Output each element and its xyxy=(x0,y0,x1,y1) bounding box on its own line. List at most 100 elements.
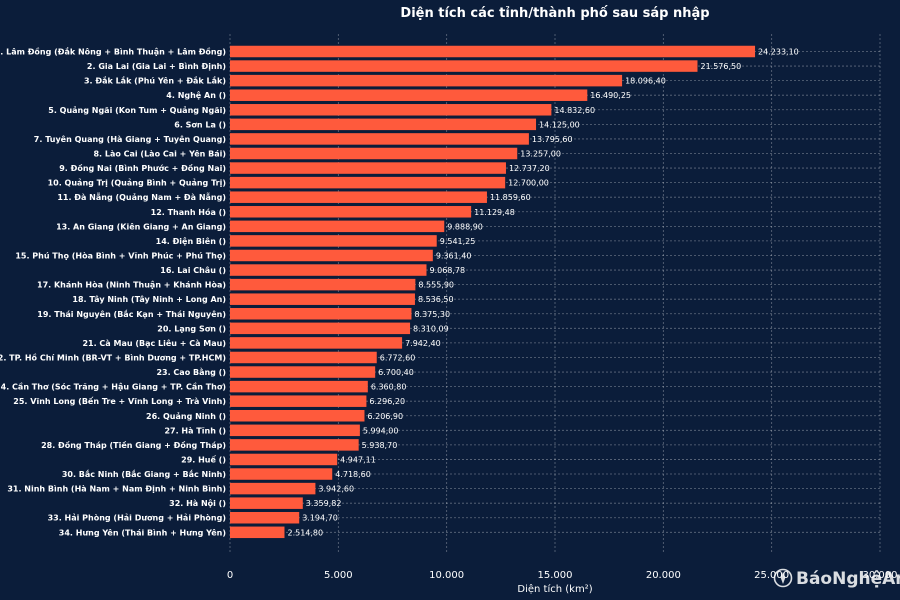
watermark: BáoNghệAn xyxy=(773,568,900,589)
x-tick-label: 5.000 xyxy=(324,570,353,581)
category-label: 2. Gia Lai (Gia Lai + Bình Định) xyxy=(87,62,226,71)
value-label: 13.795,60 xyxy=(532,135,573,144)
category-label: 28. Đồng Tháp (Tiền Giang + Đồng Tháp) xyxy=(41,440,226,450)
category-label: 19. Thái Nguyên (Bắc Kạn + Thái Nguyên) xyxy=(37,309,226,319)
value-label: 8.555,90 xyxy=(418,281,454,290)
category-label: 11. Đà Nẵng (Quảng Nam + Đà Nẵng) xyxy=(57,192,226,202)
value-label: 6.360,80 xyxy=(371,383,407,392)
watermark-text: BáoNghệAn xyxy=(796,569,900,589)
category-label: 26. Quảng Ninh () xyxy=(146,411,226,421)
value-label: 11.129,48 xyxy=(474,208,515,217)
bar xyxy=(230,104,552,116)
category-label: 15. Phú Thọ (Hòa Bình + Vĩnh Phúc + Phú … xyxy=(15,250,226,260)
category-label: 33. Hải Phòng (Hải Dương + Hải Phòng) xyxy=(48,513,226,523)
value-labels: 24.233,10 21.576,50 18.096,40 16.490,25 14.8… xyxy=(287,48,798,538)
x-tick-labels: 0 5.000 10.000 15.000 20.000 25.000 30.000 xyxy=(227,570,898,581)
value-label: 8.536,50 xyxy=(418,295,454,304)
value-label: 18.096,40 xyxy=(625,77,666,86)
value-label: 3.942,60 xyxy=(318,485,354,494)
category-label: 20. Lạng Sơn () xyxy=(157,324,226,333)
category-label: 12. Thanh Hóa () xyxy=(151,207,226,217)
bar xyxy=(230,410,365,422)
bar xyxy=(230,482,316,495)
value-label: 5.938,70 xyxy=(362,441,398,450)
category-label: 23. Cao Bằng () xyxy=(156,367,226,377)
compass-logo-icon xyxy=(773,568,793,588)
value-label: 14.125,00 xyxy=(539,120,580,129)
category-label: 24. Cần Thơ (Sóc Trăng + Hậu Giang + TP.… xyxy=(0,382,226,392)
category-label: 34. Hưng Yên (Thái Bình + Hưng Yên) xyxy=(59,527,226,537)
bar xyxy=(230,439,359,451)
bar xyxy=(230,89,588,101)
bar xyxy=(230,468,333,480)
bar xyxy=(230,308,412,320)
value-label: 16.490,25 xyxy=(590,91,631,100)
value-label: 12.700,00 xyxy=(508,179,549,188)
x-tick-label: 25.000 xyxy=(754,570,789,581)
category-label: 29. Huế () xyxy=(181,454,226,464)
bar xyxy=(230,249,433,262)
category-label: 1. Lâm Đồng (Đắk Nông + Bình Thuận + Lâm… xyxy=(0,47,226,57)
bar xyxy=(230,337,403,349)
category-label: 5. Quảng Ngãi (Kon Tum + Quảng Ngãi) xyxy=(48,105,226,115)
bar xyxy=(230,497,303,509)
value-label: 4.718,60 xyxy=(335,470,371,479)
bar xyxy=(230,511,300,524)
bar xyxy=(230,176,506,189)
bar xyxy=(230,293,415,305)
bar xyxy=(230,453,338,466)
bar xyxy=(230,206,472,218)
bar xyxy=(230,118,537,131)
value-label: 2.514,80 xyxy=(287,528,323,537)
value-label: 12.737,20 xyxy=(509,164,550,173)
bar xyxy=(230,133,529,145)
bar xyxy=(230,380,368,393)
value-label: 24.233,10 xyxy=(758,48,799,57)
category-label: 10. Quảng Trị (Quảng Bình + Quảng Trị) xyxy=(48,178,226,188)
bar xyxy=(230,191,487,203)
value-label: 6.206,90 xyxy=(367,412,403,421)
bar xyxy=(230,162,506,174)
bar xyxy=(230,45,756,58)
value-label: 3.194,70 xyxy=(302,514,338,523)
x-tick-label: 20.000 xyxy=(646,570,681,581)
category-label: 31. Ninh Bình (Hà Nam + Nam Định + Ninh … xyxy=(7,485,226,494)
bar xyxy=(230,235,437,247)
value-label: 7.942,40 xyxy=(405,339,441,348)
category-label: 17. Khánh Hòa (Ninh Thuận + Khánh Hòa) xyxy=(37,280,226,290)
category-label: 8. Lào Cai (Lào Cai + Yên Bái) xyxy=(93,148,226,158)
bar xyxy=(230,60,698,72)
bar xyxy=(230,278,416,291)
value-label: 8.310,09 xyxy=(413,324,449,333)
value-label: 14.832,60 xyxy=(554,106,595,115)
category-label: 22. TP. Hồ Chí Minh (BR-VT + Bình Dương … xyxy=(0,352,226,362)
bar xyxy=(230,526,285,539)
value-label: 8.375,30 xyxy=(414,310,450,319)
category-label: 3. Đắk Lắk (Phú Yên + Đắk Lắk) xyxy=(84,76,226,86)
value-label: 21.576,50 xyxy=(700,62,741,71)
bar xyxy=(230,395,367,407)
x-tick-label: 30.000 xyxy=(863,570,898,581)
x-tick-label: 10.000 xyxy=(429,570,464,581)
value-label: 9.361,40 xyxy=(436,251,472,260)
x-axis-title: Diện tích (km²) xyxy=(517,583,592,595)
category-label: 14. Điện Biên () xyxy=(156,236,226,246)
category-label: 9. Đồng Nai (Bình Phước + Đồng Nai) xyxy=(59,163,226,173)
category-label: 7. Tuyên Quang (Hà Giang + Tuyên Quang) xyxy=(34,134,226,144)
value-label: 9.541,25 xyxy=(440,237,476,246)
value-label: 6.296,20 xyxy=(369,397,405,406)
bar xyxy=(230,322,411,335)
bar xyxy=(230,147,518,160)
category-label: 32. Hà Nội () xyxy=(169,499,226,508)
category-label: 6. Sơn La () xyxy=(174,120,226,129)
chart-title: Diện tích các tỉnh/thành phố sau sáp nhậ… xyxy=(400,6,709,21)
x-tick-label: 15.000 xyxy=(538,570,573,581)
bar xyxy=(230,366,376,378)
value-label: 13.257,00 xyxy=(520,149,561,158)
value-label: 6.772,60 xyxy=(380,353,416,362)
bar xyxy=(230,264,427,276)
category-label: 18. Tây Ninh (Tây Ninh + Long An) xyxy=(72,295,226,304)
value-label: 11.859,60 xyxy=(490,193,531,202)
value-label: 3.359,82 xyxy=(306,499,342,508)
